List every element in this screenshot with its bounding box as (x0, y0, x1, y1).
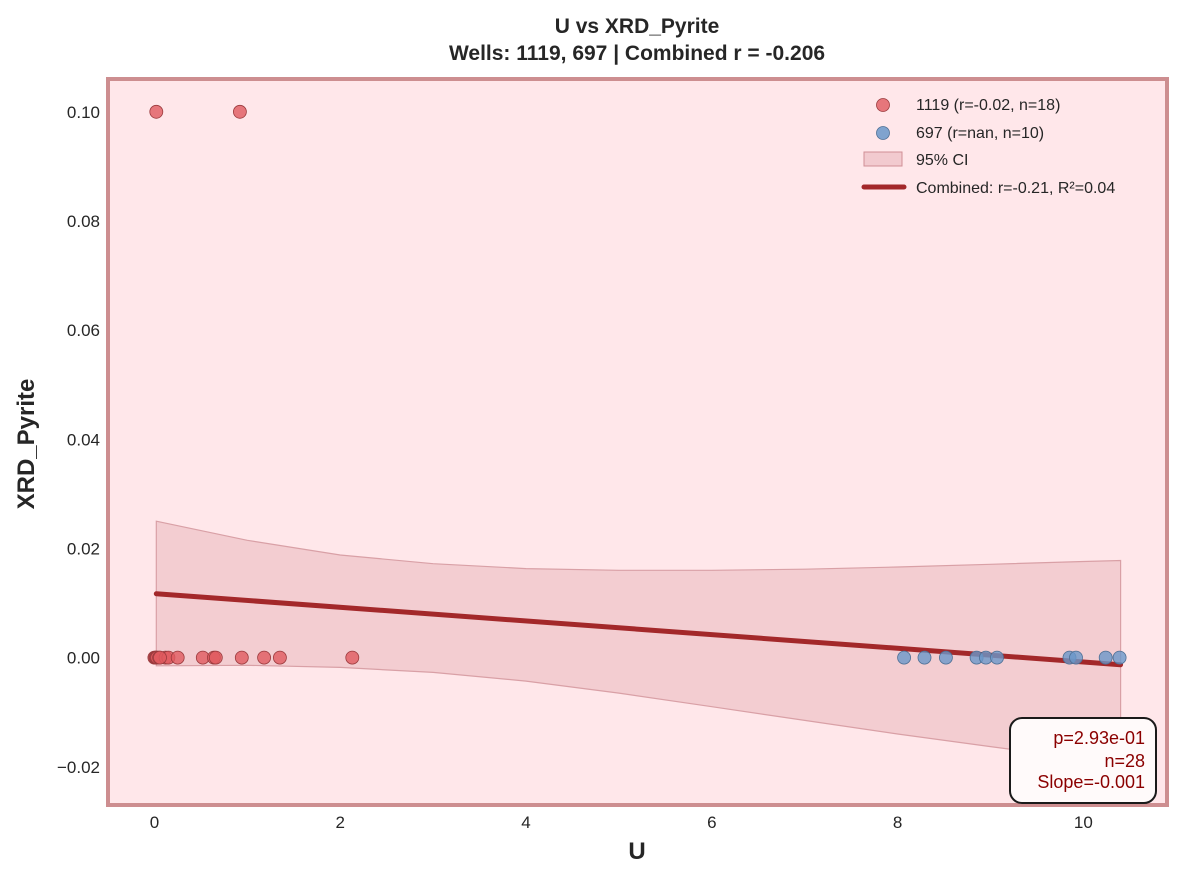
legend-marker-697 (876, 126, 890, 140)
x-tick-label: 0 (150, 813, 159, 832)
stats-n: n=28 (1104, 751, 1145, 771)
data-point-series-1 (990, 650, 1004, 665)
y-tick-label: 0.08 (67, 212, 100, 231)
data-point-series-0 (149, 104, 164, 119)
legend-label-697: 697 (r=nan, n=10) (916, 125, 1044, 142)
data-point-series-1 (897, 650, 911, 665)
legend-label-1119: 1119 (r=-0.02, n=18) (916, 97, 1060, 114)
points-layer (147, 104, 1127, 665)
x-axis-label: U (628, 838, 645, 865)
chart-subtitle: Wells: 1119, 697 | Combined r = -0.206 (449, 42, 825, 65)
data-point-series-1 (939, 650, 953, 665)
y-tick-label: 0.04 (67, 430, 100, 449)
stats-slope: Slope=-0.001 (1037, 772, 1145, 792)
regression-line (153, 591, 1124, 668)
stats-box-frame (1009, 717, 1157, 804)
y-tick-label: 0.06 (67, 321, 100, 340)
legend-label-regression: Combined: r=-0.21, R²=0.04 (916, 180, 1115, 197)
data-point-series-1 (917, 650, 932, 665)
stats-box: p=2.93e-01 n=28 Slope=-0.001 (1009, 717, 1157, 804)
legend: 1119 (r=-0.02, n=18) 697 (r=nan, n=10) 9… (861, 97, 1115, 197)
x-tick-label: 10 (1074, 813, 1093, 832)
legend-ci-swatch (863, 151, 903, 167)
x-tick-label: 6 (707, 813, 716, 832)
x-axis: 0 2 4 6 8 10 (150, 813, 1093, 832)
data-point-series-0 (257, 650, 272, 665)
y-axis-label: XRD_Pyrite (13, 379, 40, 510)
data-point-series-0 (232, 104, 247, 119)
stats-p-value: p=2.93e-01 (1053, 728, 1145, 748)
data-point-series-0 (272, 650, 287, 665)
regression-layer (153, 591, 1124, 668)
x-tick-label: 2 (336, 813, 345, 832)
y-axis: −0.02 0.00 0.02 0.04 0.06 0.08 0.10 (57, 103, 100, 777)
data-point-series-0 (345, 650, 360, 665)
data-point-series-0 (153, 650, 167, 665)
legend-label-ci: 95% CI (916, 152, 968, 169)
data-point-series-0 (208, 650, 223, 665)
x-tick-label: 8 (893, 813, 902, 832)
y-tick-label: −0.02 (57, 758, 100, 777)
chart-title: U vs XRD_Pyrite (555, 15, 720, 38)
y-tick-label: 0.10 (67, 103, 100, 122)
data-point-series-0 (170, 650, 185, 665)
legend-marker-1119 (876, 98, 890, 112)
y-tick-label: 0.00 (67, 649, 100, 668)
x-tick-label: 4 (521, 813, 530, 832)
y-tick-label: 0.02 (67, 539, 100, 558)
data-point-series-0 (234, 650, 249, 665)
data-point-series-1 (1069, 650, 1083, 665)
data-point-series-1 (1098, 650, 1113, 665)
data-point-series-1 (1112, 650, 1127, 665)
